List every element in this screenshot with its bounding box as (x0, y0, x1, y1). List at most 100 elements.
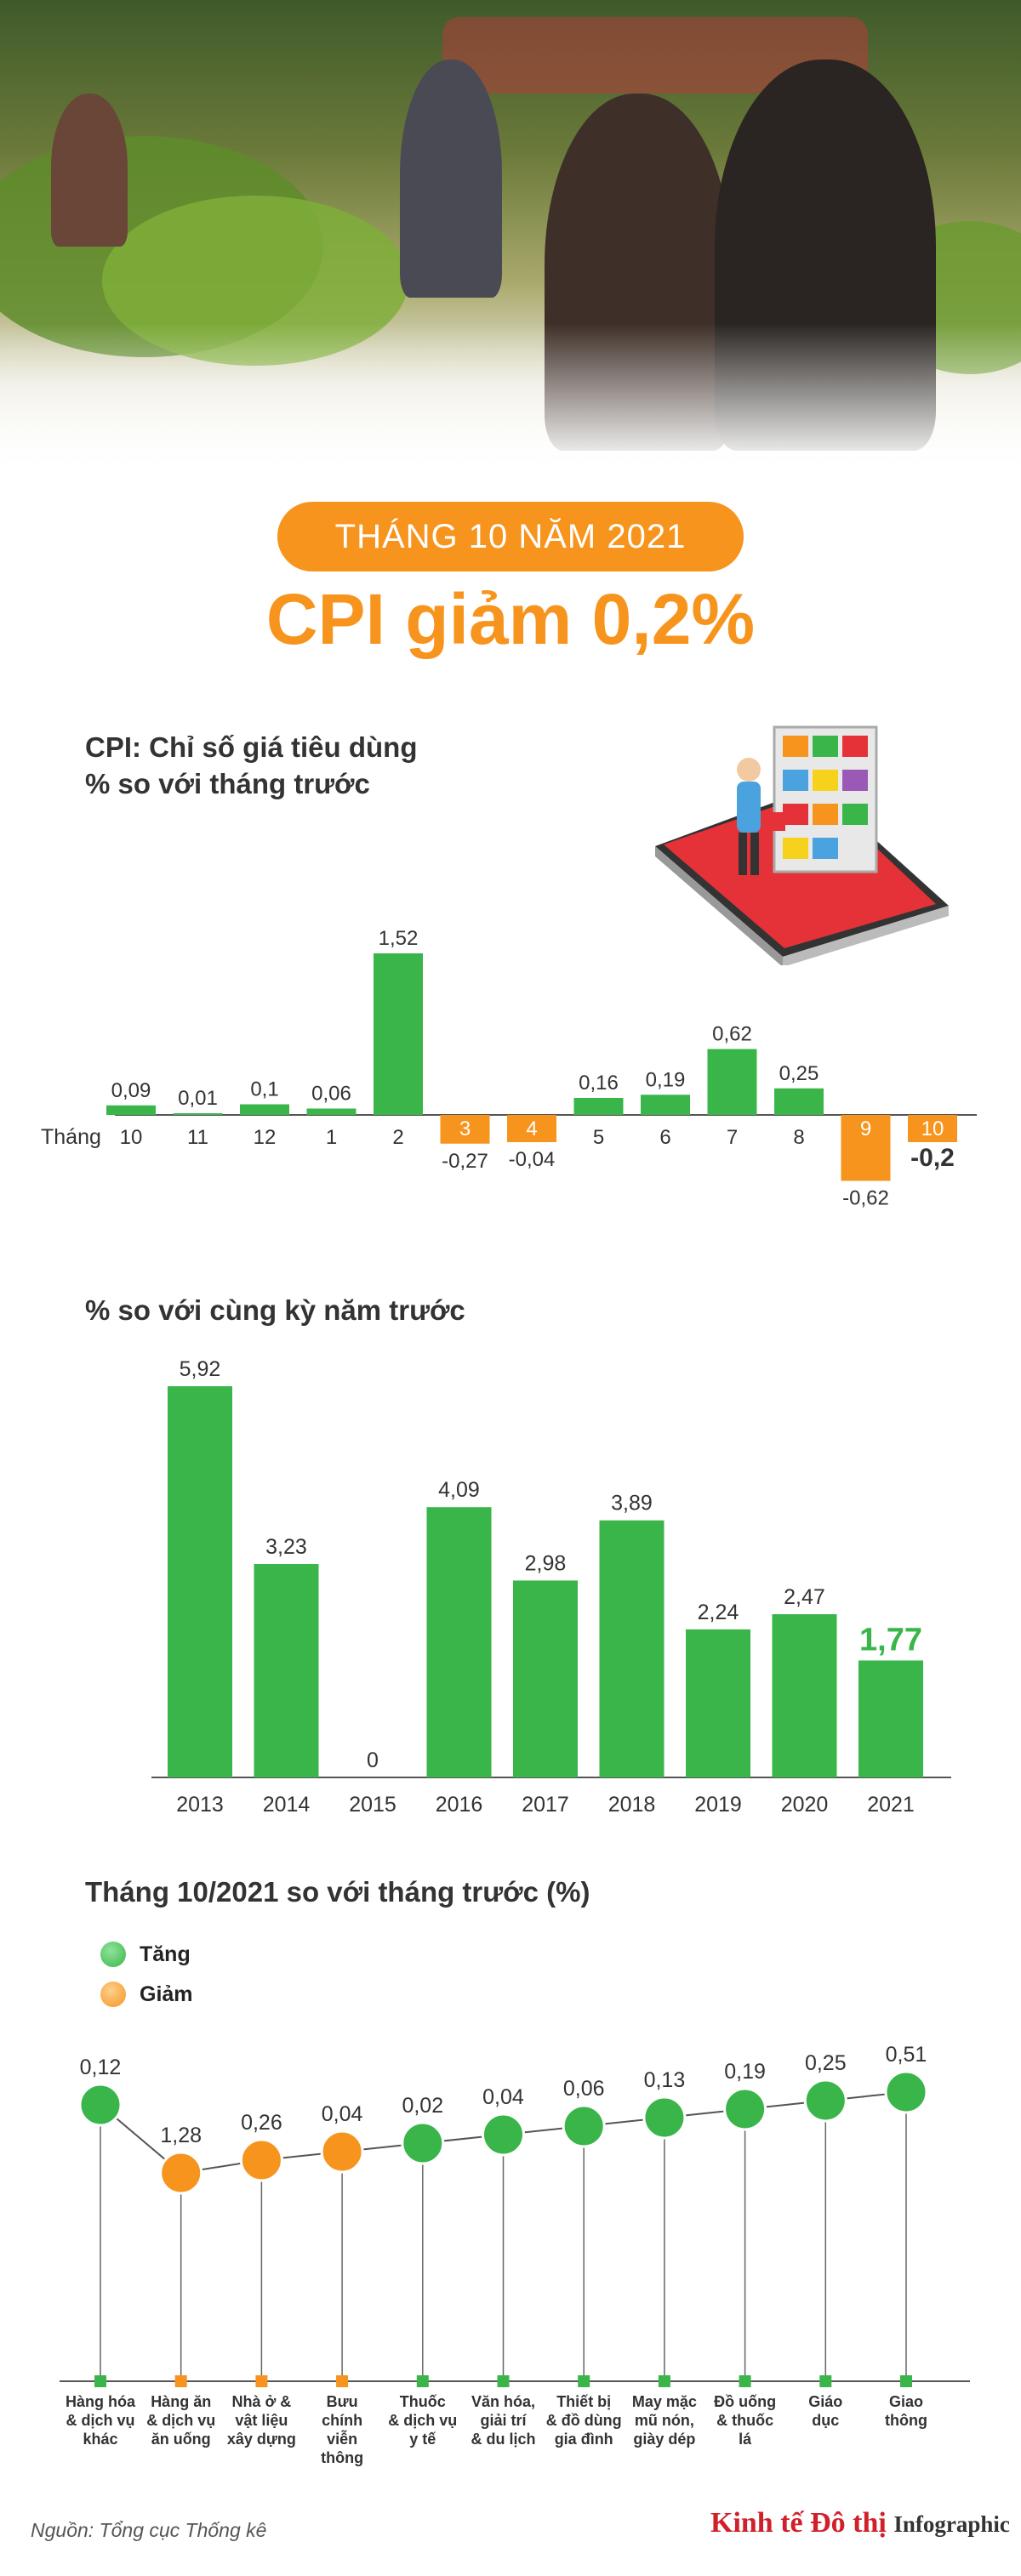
tick-label: Đồ uống (714, 2393, 776, 2410)
tick-label: 3 (459, 1117, 471, 1140)
axis-marker (900, 2375, 912, 2387)
tick-label: Bưu (327, 2393, 358, 2410)
tick-label: 2021 (867, 1793, 915, 1817)
section1-subtitle: % so với tháng trước (85, 768, 370, 799)
tick-label: & thuốc (716, 2412, 773, 2429)
tick-label: thông (885, 2412, 927, 2429)
data-point (320, 2130, 364, 2174)
bar (240, 1104, 289, 1115)
legend-decrease-label: Giảm (140, 1982, 193, 2006)
data-point (642, 2095, 687, 2140)
data-label: 3,23 (265, 1535, 307, 1559)
data-label: 0,12 (80, 2056, 122, 2079)
decrease-dot-icon (100, 1982, 126, 2007)
data-point (159, 2151, 203, 2195)
data-label: 0,06 (311, 1083, 351, 1106)
shopping-phone-icon (655, 725, 949, 965)
bar (168, 1386, 232, 1777)
tick-label: 2013 (176, 1793, 224, 1817)
tick-label: giải trí (480, 2412, 527, 2429)
legend-increase: Tăng (100, 1942, 191, 1967)
shopper-figure (51, 94, 128, 247)
data-label: -0,04 (509, 1148, 556, 1171)
data-label: 0,13 (644, 2068, 686, 2092)
monthly-cpi-chart: Tháng 0,09100,01110,1120,0611,522-0,273-… (41, 927, 977, 1210)
bar (908, 1115, 957, 1142)
source-note: Nguồn: Tổng cục Thống kê (31, 2519, 267, 2541)
axis-marker (255, 2375, 268, 2387)
axis-marker (578, 2375, 590, 2387)
data-point (482, 2113, 525, 2157)
brand-logo: Kinh tế Đô thị Infographic (710, 2507, 1010, 2539)
tick-label: ăn uống (151, 2431, 211, 2448)
date-pill: THÁNG 10 NĂM 2021 (277, 502, 744, 571)
data-label: -0,62 (842, 1187, 889, 1210)
data-label: 3,89 (611, 1492, 653, 1515)
tick-label: 8 (793, 1126, 804, 1149)
data-point (78, 2083, 123, 2127)
tick-label: 12 (254, 1126, 277, 1149)
bar (513, 1580, 578, 1777)
data-label: 0 (367, 1749, 379, 1772)
shopper-figure (400, 60, 502, 298)
data-label: 1,52 (379, 927, 419, 950)
tick-label: 2 (392, 1126, 403, 1149)
tick-label: 9 (860, 1117, 871, 1140)
tick-label: Hàng ăn (151, 2393, 211, 2410)
hero-fade (0, 323, 1021, 510)
data-label: 5,92 (180, 1357, 221, 1381)
tick-label: 2019 (694, 1793, 742, 1817)
bar (774, 1088, 824, 1115)
data-label: 0,09 (111, 1079, 151, 1102)
bar (173, 1113, 223, 1115)
tick-label: giày dép (633, 2431, 695, 2448)
legend-increase-label: Tăng (140, 1942, 191, 1966)
tick-label: 2020 (781, 1793, 829, 1817)
section1-title: CPI: Chỉ số giá tiêu dùng (85, 731, 418, 763)
tick-label: Thiết bị (556, 2393, 611, 2410)
tick-label: 2016 (436, 1793, 483, 1817)
data-label: 0,62 (712, 1023, 752, 1046)
tick-label: 2014 (263, 1793, 311, 1817)
bar (641, 1095, 690, 1115)
section2-title: % so với cùng kỳ năm trước (85, 1294, 465, 1326)
tick-label: & đồ dùng (546, 2412, 622, 2429)
tick-label: viễn (327, 2430, 357, 2448)
axis-marker (739, 2375, 751, 2387)
bar (573, 1098, 624, 1115)
yoy-cpi-chart: 5,92 2013 3,23 2014 0 2015 4,09 2016 2,98 2017 3,8… (151, 1357, 951, 1817)
tick-label: gia đình (555, 2431, 613, 2448)
tick-label: mũ nón, (635, 2412, 694, 2429)
headline: CPI giảm 0,2% (265, 579, 756, 659)
tick-label: May mặc (632, 2393, 697, 2410)
data-label: 0,26 (241, 2111, 282, 2135)
tick-label: vật liệu (235, 2412, 288, 2429)
data-label: 2,47 (784, 1585, 825, 1609)
tick-label: xây dựng (227, 2431, 296, 2448)
data-label: 0,25 (779, 1062, 819, 1085)
tick-label: Nhà ở & (231, 2393, 291, 2410)
tick-label: Giáo (808, 2393, 842, 2410)
brand-name: Kinh tế Đô thị (710, 2507, 887, 2539)
bar (772, 1614, 837, 1777)
month-axis-prefix: Tháng (41, 1125, 101, 1149)
bar (686, 1629, 750, 1777)
tick-label: Thuốc (400, 2393, 446, 2410)
tick-label: & dịch vụ (66, 2412, 134, 2429)
bar (707, 1049, 757, 1115)
bar (306, 1108, 356, 1115)
data-label: 0,19 (724, 2060, 766, 2084)
axis-marker (497, 2375, 510, 2387)
axis-marker (658, 2375, 670, 2387)
tick-label: 4 (526, 1117, 537, 1140)
data-label: 0,01 (178, 1087, 218, 1110)
axis-marker (174, 2375, 187, 2387)
tick-label: thông (321, 2449, 363, 2466)
axis-marker (416, 2375, 429, 2387)
tick-label: dục (812, 2412, 839, 2429)
data-label: 0,06 (563, 2077, 605, 2101)
bar (841, 1115, 891, 1181)
bar (440, 1115, 490, 1144)
data-label: 0,04 (322, 2102, 363, 2126)
tick-label: 11 (187, 1126, 208, 1149)
